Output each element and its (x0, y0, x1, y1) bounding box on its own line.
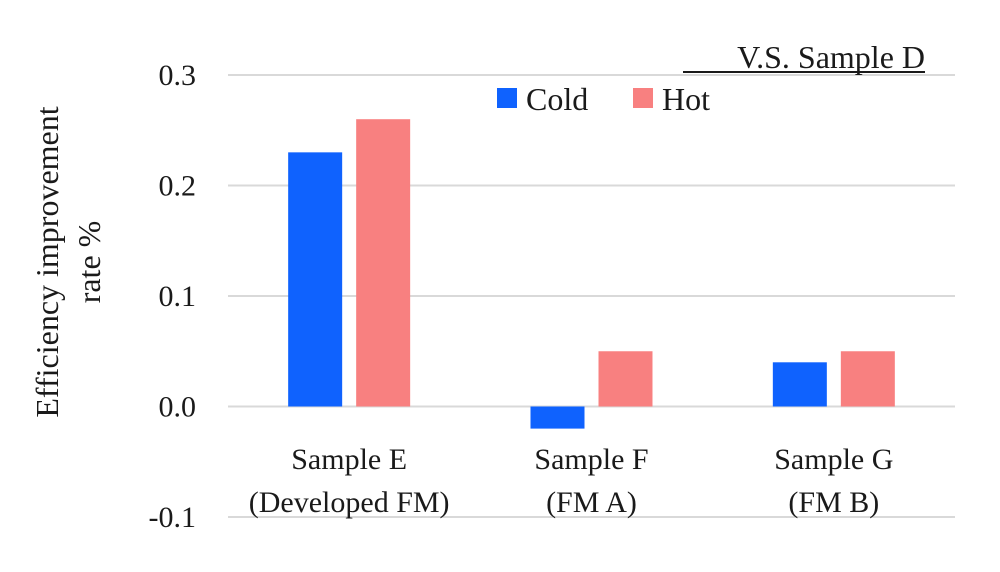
y-tick-labels: 0.3 0.2 0.1 0.0 -0.1 (149, 59, 197, 534)
y-tick-label: 0.3 (159, 59, 197, 92)
category-labels: Sample E (Developed FM) Sample F (FM A) Samp… (249, 443, 894, 519)
bar-cold-1 (288, 152, 343, 407)
gridlines (228, 74, 955, 518)
bar-cold-3 (772, 362, 827, 407)
legend-swatch-hot (633, 88, 653, 108)
category-label: Sample E (291, 443, 407, 476)
category-label: Sample F (534, 443, 648, 476)
chart-title: V.S. Sample D (737, 39, 925, 75)
y-axis-label-line-2: rate % (71, 221, 107, 304)
category-label: Sample G (774, 443, 893, 476)
legend-label-cold: Cold (526, 81, 588, 117)
legend-swatch-cold (497, 88, 517, 108)
y-axis-label-line-1: Efficiency improvement (29, 106, 65, 417)
bar-hot-3 (840, 351, 895, 407)
bars (288, 119, 895, 429)
y-tick-label: 0.1 (159, 280, 197, 313)
bar-hot-2 (598, 351, 653, 407)
bar-cold-2 (530, 406, 585, 429)
legend-label-hot: Hot (662, 81, 710, 117)
y-tick-label: 0.2 (159, 170, 197, 203)
bar-hot-1 (356, 119, 411, 407)
category-sublabel: (FM B) (788, 486, 879, 519)
legend: Cold Hot (497, 81, 710, 117)
category-sublabel: (FM A) (546, 486, 637, 519)
y-tick-label: -0.1 (149, 501, 197, 534)
y-tick-label: 0.0 (159, 391, 197, 424)
category-sublabel: (Developed FM) (249, 486, 450, 519)
